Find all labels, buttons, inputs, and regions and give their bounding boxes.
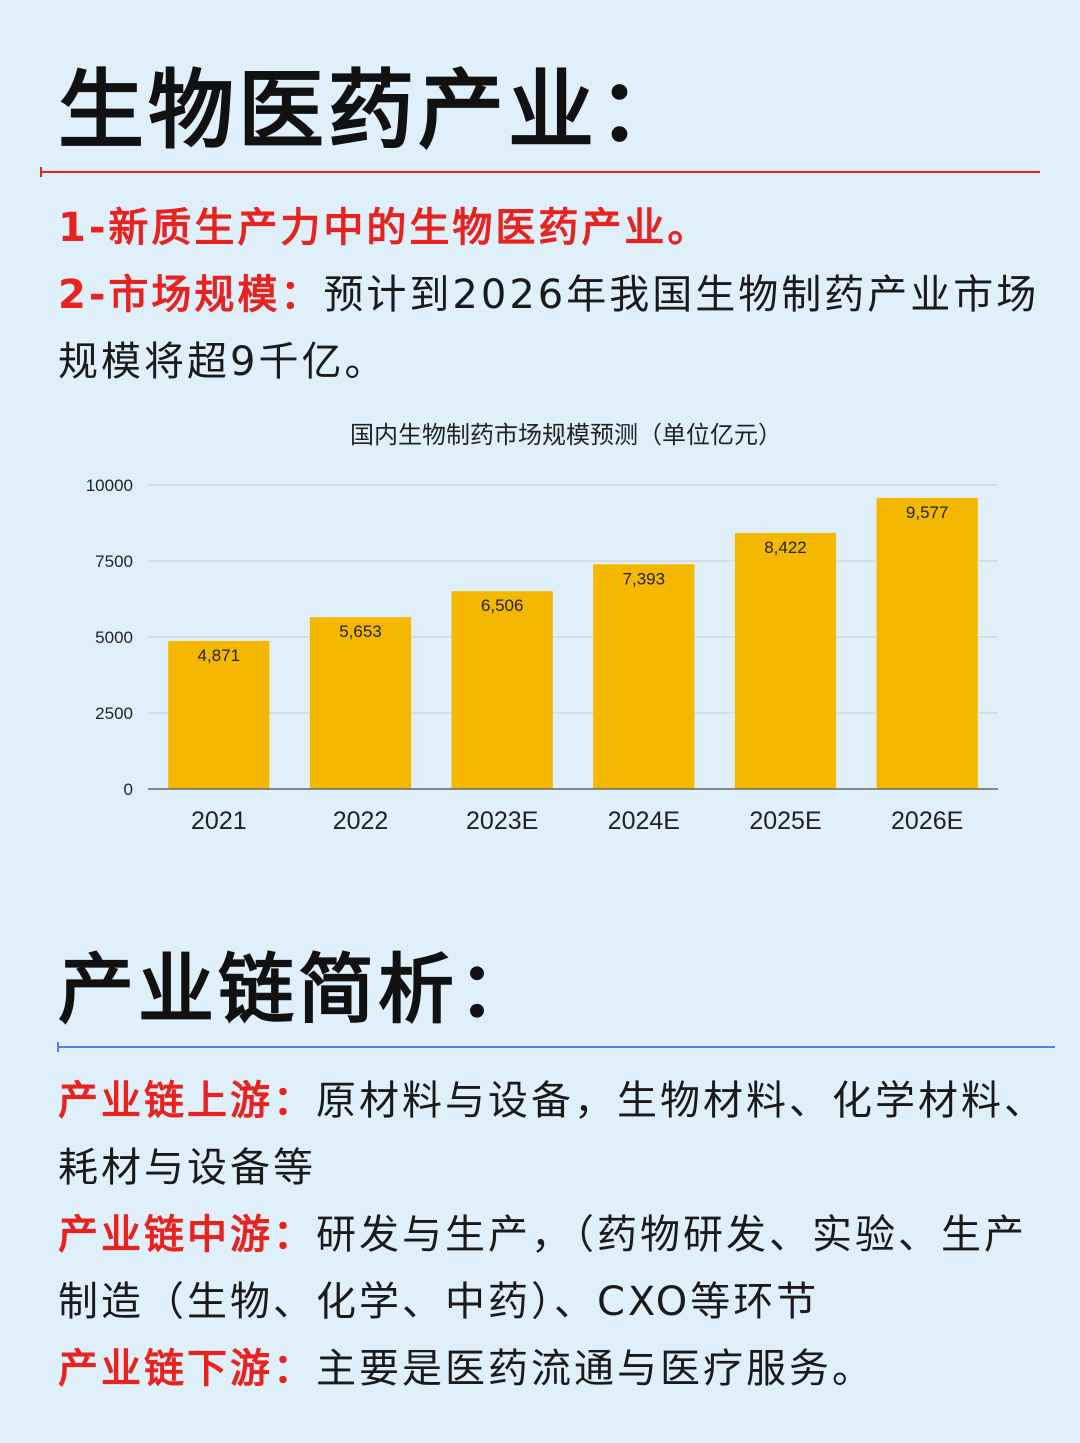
chart-gridlines	[148, 484, 998, 714]
chart-data-labels: 4,871 5,653 6,506 7,393 8,422 9,577	[198, 503, 949, 665]
market-size-bar-chart: 国内生物制药市场规模预测（单位亿元） 4,871 5,653 6,506 7,393 8…	[86, 422, 998, 835]
section-divider	[57, 1042, 1055, 1052]
data-label-2022: 5,653	[339, 622, 382, 641]
data-label-2023E: 6,506	[481, 596, 524, 615]
chain-section-title: 产业链简析：	[58, 945, 538, 1034]
intro-line-1: 1-新质生产力中的生物医药产业。	[58, 205, 710, 251]
intro-2-label: 2-市场规模：	[58, 272, 324, 318]
title-divider	[40, 167, 1040, 177]
bar-2021	[168, 640, 270, 789]
y-tick-label: 0	[124, 780, 133, 799]
bar-2026E	[876, 497, 978, 789]
data-label-2025E: 8,422	[764, 538, 807, 557]
chain-midstream: 产业链中游：研发与生产，（药物研发、实验、生产制造（生物、化学、中药）、CXO等…	[58, 1212, 1027, 1325]
chain-upstream-label: 产业链上游：	[58, 1078, 316, 1124]
intro-line-2: 2-市场规模：预计到2026年我国生物制药产业市场规模将超9千亿。	[58, 272, 1039, 385]
bar-2025E	[734, 532, 837, 789]
y-tick-label: 2500	[95, 704, 133, 723]
bar-2023E	[451, 591, 553, 789]
chart-bars	[168, 497, 978, 789]
data-label-2021: 4,871	[198, 646, 241, 665]
chart-axes: 0 2500 5000 7500 10000 2021 2022 2023E 2024E 2025…	[86, 476, 998, 835]
x-tick-label-2024E: 2024E	[608, 807, 680, 835]
chain-upstream-text: 原材料与设备，生物材料、化学材料、耗材与设备等	[58, 1078, 1047, 1191]
y-tick-label: 10000	[86, 476, 133, 495]
chain-downstream-label: 产业链下游：	[58, 1346, 316, 1392]
chain-upstream: 产业链上游：原材料与设备，生物材料、化学材料、耗材与设备等	[58, 1078, 1047, 1191]
intro-2-text: 预计到2026年我国生物制药产业市场规模将超9千亿。	[58, 272, 1040, 385]
page-title: 生物医药产业：	[58, 61, 688, 161]
intro-paragraph: 1-新质生产力中的生物医药产业。 2-市场规模：预计到2026年我国生物制药产业…	[58, 195, 1048, 396]
chart-title: 国内生物制药市场规模预测（单位亿元）	[350, 422, 782, 449]
x-tick-label-2025E: 2025E	[749, 807, 821, 835]
x-tick-label-2023E: 2023E	[466, 807, 538, 835]
data-label-2024E: 7,393	[623, 569, 666, 588]
bar-2024E	[593, 564, 695, 789]
chain-downstream: 产业链下游：主要是医药流通与医疗服务。	[58, 1346, 875, 1392]
x-tick-label-2022: 2022	[333, 807, 389, 835]
y-tick-label: 7500	[95, 552, 133, 571]
bar-2022	[309, 617, 412, 789]
chain-midstream-text: 研发与生产，（药物研发、实验、生产制造（生物、化学、中药）、CXO等环节	[58, 1212, 1027, 1325]
data-label-2026E: 9,577	[906, 503, 949, 522]
chain-paragraph: 产业链上游：原材料与设备，生物材料、化学材料、耗材与设备等 产业链中游：研发与生…	[58, 1068, 1048, 1403]
y-tick-label: 5000	[95, 628, 133, 647]
x-tick-label-2021: 2021	[191, 807, 247, 835]
chain-downstream-text: 主要是医药流通与医疗服务。	[316, 1346, 875, 1392]
x-tick-label-2026E: 2026E	[891, 807, 963, 835]
chain-midstream-label: 产业链中游：	[58, 1212, 316, 1258]
intro-1-label: 1-新质生产力中的生物医药产业。	[58, 205, 711, 251]
